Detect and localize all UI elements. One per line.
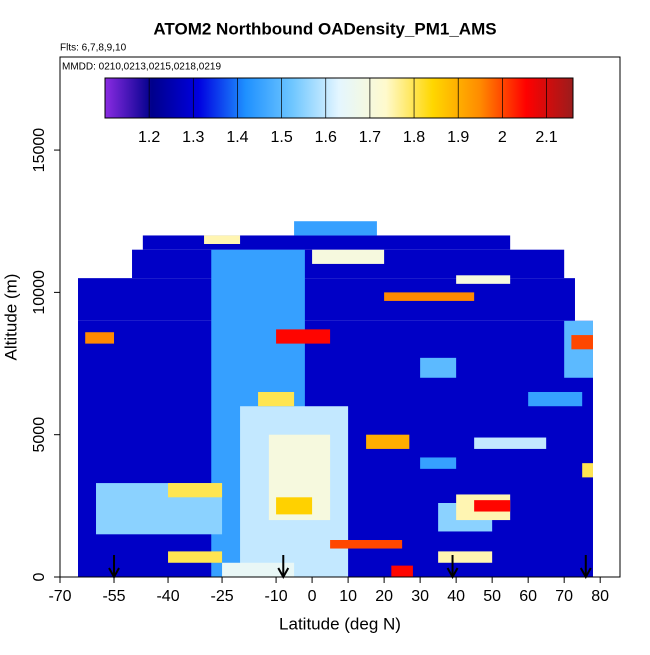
heat-cell	[420, 457, 457, 469]
colorbar-tick-label: 1.8	[403, 129, 425, 146]
subtitle: Flts: 6,7,8,9,10	[60, 43, 127, 54]
x-tick-label: 30	[411, 588, 429, 605]
x-tick-label: 60	[519, 588, 537, 605]
x-tick-label: -70	[48, 588, 71, 605]
y-tick-label: 0	[31, 572, 48, 581]
x-tick-label: 10	[339, 588, 357, 605]
heat-cell	[276, 497, 313, 515]
heat-cell	[366, 434, 410, 449]
colorbar-tick-label: 1.7	[359, 129, 381, 146]
colorbar-tick-label: 1.6	[315, 129, 337, 146]
heat-cell	[330, 539, 403, 549]
y-tick-label: 5000	[31, 417, 48, 453]
heat-cell	[276, 329, 331, 344]
plot-frame	[59, 56, 621, 578]
heat-cell	[456, 275, 511, 284]
colorbar-tick-label: 2	[498, 129, 507, 146]
heat-cell	[384, 292, 475, 301]
heat-cell	[168, 551, 223, 563]
heat-cell	[528, 391, 583, 407]
heat-cell	[222, 562, 295, 577]
heat-cell	[571, 335, 593, 350]
colorbar	[104, 77, 574, 119]
x-tick-label: -25	[210, 588, 233, 605]
x-tick-label: 80	[591, 588, 609, 605]
x-tick-label: 0	[308, 588, 317, 605]
heat-cell	[474, 437, 547, 449]
heat-cell	[420, 357, 457, 378]
chart-title: ATOM2 Northbound OADensity_PM1_AMS	[153, 19, 496, 38]
x-tick-label: -55	[102, 588, 125, 605]
x-tick-label: -10	[265, 588, 288, 605]
heat-cell	[258, 391, 295, 407]
y-axis-label: Altitude (m)	[1, 274, 20, 361]
x-tick-label: 20	[375, 588, 393, 605]
colorbar-tick-label: 1.4	[226, 129, 248, 146]
y-tick-label: 15000	[31, 128, 48, 173]
heat-cell	[142, 235, 511, 250]
heat-cell	[85, 332, 115, 344]
colorbar-tick-label: 1.5	[270, 129, 292, 146]
colorbar-tick-label: 1.9	[447, 129, 469, 146]
x-tick-label: -40	[156, 588, 179, 605]
heat-cell	[438, 551, 493, 563]
colorbar-tick-label: 2.1	[535, 129, 557, 146]
heat-cell	[78, 278, 575, 321]
heat-cell	[474, 500, 511, 512]
heat-cell	[582, 463, 593, 478]
y-tick-label: 10000	[31, 270, 48, 315]
colorbar-tick-label: 1.2	[138, 129, 160, 146]
heat-cell	[312, 249, 385, 264]
heat-cell	[168, 483, 223, 498]
annotation: MMDD: 0210,0213,0215,0218,0219	[62, 62, 221, 73]
colorbar-tick-label: 1.3	[182, 129, 204, 146]
heat-cell	[204, 235, 241, 244]
x-tick-label: 40	[447, 588, 465, 605]
x-tick-label: 70	[555, 588, 573, 605]
heat-cell	[391, 565, 413, 577]
x-axis-label: Latitude (deg N)	[279, 614, 401, 633]
x-tick-label: 50	[483, 588, 501, 605]
heat-cell	[294, 221, 377, 236]
